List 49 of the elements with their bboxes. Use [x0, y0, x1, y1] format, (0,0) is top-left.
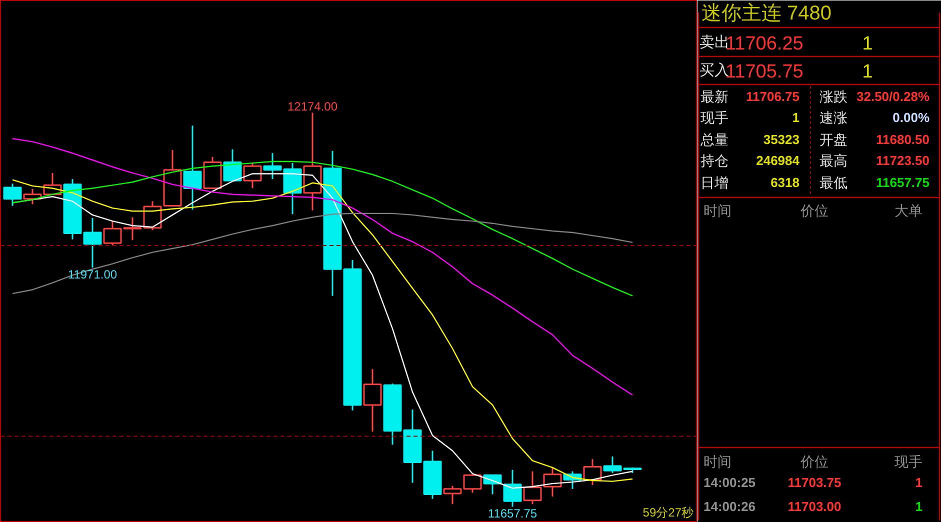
- text: 持仓: [700, 152, 728, 168]
- text: 1: [792, 110, 800, 125]
- text: 6318: [770, 175, 800, 190]
- text: 14:00:26: [704, 499, 756, 514]
- text: 开盘: [820, 132, 848, 148]
- text: 最低: [820, 174, 848, 190]
- text: 1: [862, 34, 873, 54]
- annotation: 12174.00: [287, 100, 338, 114]
- candlestick: [523, 470, 542, 505]
- candlestick: [243, 162, 262, 189]
- text: 日增: [700, 174, 728, 190]
- candlestick: [223, 148, 242, 182]
- text: 35323: [763, 132, 800, 147]
- text: 1: [862, 62, 873, 82]
- annotation: 11971.00: [68, 268, 118, 282]
- candlestick: [183, 124, 202, 210]
- text: 大单: [894, 202, 922, 218]
- text: 11706.25: [726, 34, 804, 54]
- text: 11657.75: [876, 175, 930, 190]
- candlestick: [3, 182, 22, 207]
- text: 0.00%: [892, 110, 930, 125]
- text: 59分27秒: [642, 506, 694, 520]
- text: 11723.50: [876, 153, 930, 168]
- text: 11680.50: [876, 132, 930, 147]
- text: 最新: [700, 88, 728, 104]
- text: 价位: [800, 454, 828, 470]
- text: 最高: [820, 152, 848, 168]
- text: 时间: [704, 202, 732, 218]
- text: 涨跌: [820, 88, 848, 104]
- text: 11703.00: [788, 499, 842, 514]
- candlestick: [543, 466, 562, 498]
- text: 1: [915, 475, 923, 490]
- candlestick: [503, 469, 522, 508]
- text: 14:00:25: [704, 475, 756, 490]
- text: 11703.75: [788, 475, 842, 490]
- candlestick: [583, 458, 602, 486]
- text: 现手: [700, 110, 728, 126]
- text: 246984: [756, 153, 800, 168]
- text: 32.50/0.28%: [856, 89, 930, 104]
- text: 1: [915, 499, 923, 514]
- text: 现手: [894, 454, 922, 470]
- text: 速涨: [820, 110, 848, 126]
- candlestick: [363, 368, 382, 432]
- annotation: 11657.75: [488, 506, 538, 521]
- text: 价位: [800, 202, 828, 218]
- text: 11706.75: [746, 89, 800, 104]
- text: 总量: [700, 132, 728, 148]
- text: 迷你主连 7480: [702, 2, 832, 24]
- text: 时间: [704, 454, 732, 470]
